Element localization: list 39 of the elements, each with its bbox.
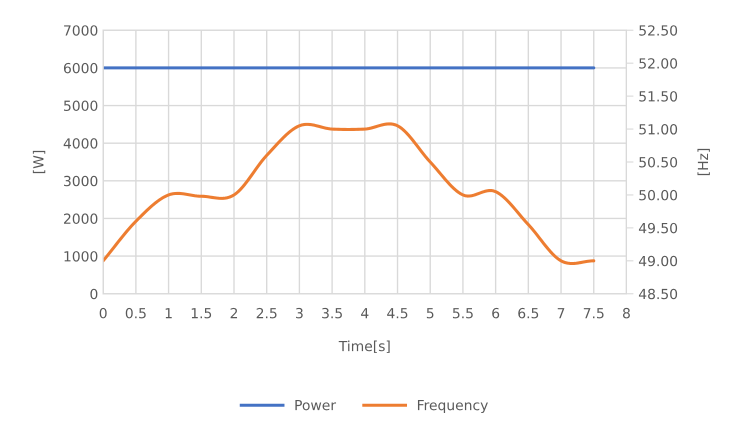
y2-tick-label: 49.00: [638, 256, 678, 266]
x-tick-label: 1: [166, 308, 172, 318]
x-tick-label: 7.5: [584, 308, 604, 318]
y2-tick-label: 50.00: [639, 190, 678, 200]
legend-label: Power: [295, 400, 336, 410]
x-tick-label: 2.5: [256, 308, 277, 318]
y2-tick-label: 52.50: [639, 25, 678, 36]
x-tick-label: 0: [100, 308, 107, 318]
y-tick-label: 2000: [64, 213, 98, 224]
x-tick-label: 6.5: [518, 308, 538, 318]
y2-tick-label: 52.00: [639, 58, 678, 69]
y-tick-label: 3000: [64, 176, 98, 186]
x-tick-label: 2: [230, 308, 238, 318]
x-tick-label: 7: [558, 308, 564, 318]
y2-tick-label: 51.00: [639, 124, 678, 135]
x-tick-label: 4.5: [387, 308, 408, 318]
y2-tick-label: 49.50: [638, 222, 678, 234]
y-tick-label: 1000: [64, 251, 98, 262]
x-tick-label: 5: [426, 308, 434, 318]
x-tick-label: 3: [296, 308, 303, 318]
y-tick-label: 5000: [64, 100, 98, 112]
legend-label: Frequency: [418, 400, 488, 414]
y-axis-title: [W]: [32, 150, 46, 174]
y-tick-label: 4000: [64, 138, 98, 149]
x-tick-label: 5.5: [452, 308, 473, 318]
x-tick-label: 0.5: [126, 308, 146, 318]
y2-tick-label: 50.50: [639, 156, 678, 168]
x-tick-label: 6: [492, 308, 500, 318]
y-tick-label: 6000: [64, 62, 98, 74]
y2-tick-label: 48.50: [638, 288, 678, 300]
y2-tick-label: 51.50: [639, 91, 678, 102]
x-tick-label: 1.5: [192, 308, 212, 318]
y2-axis-title: [Hz]: [697, 148, 710, 176]
x-tick-label: 3.5: [322, 308, 342, 318]
y-tick-label: 0: [90, 288, 98, 300]
x-axis-title: Time[s]: [338, 340, 390, 353]
x-tick-label: 4: [361, 308, 368, 318]
x-tick-label: 8: [622, 308, 630, 318]
y-tick-label: 7000: [64, 25, 98, 36]
